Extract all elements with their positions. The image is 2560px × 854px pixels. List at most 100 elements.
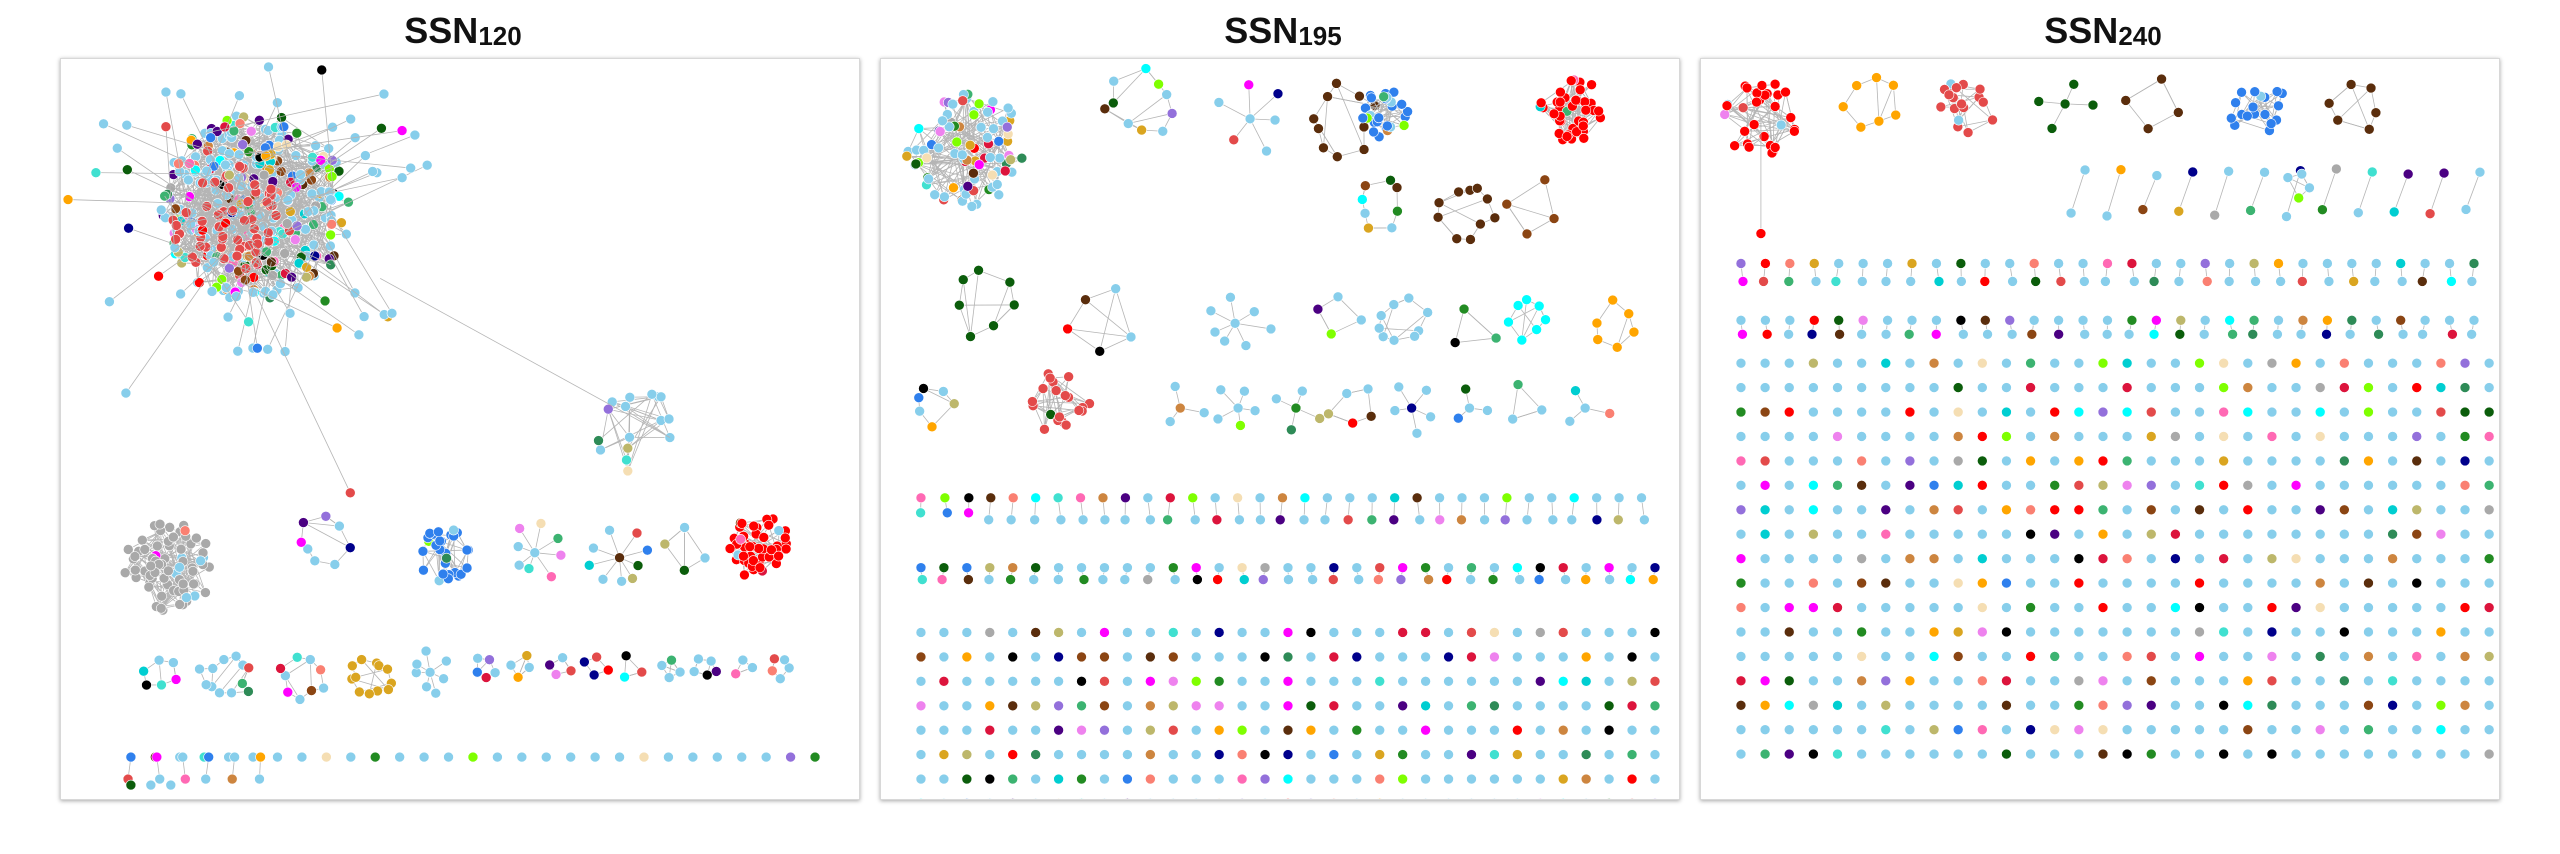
graph-node (1122, 651, 1133, 663)
graph-node (1880, 406, 1892, 418)
graph-node (1832, 431, 1843, 442)
graph-node (1987, 114, 1998, 126)
graph-node (529, 547, 541, 558)
graph-node (1332, 151, 1343, 162)
graph-node (1592, 334, 1604, 345)
graph-node (2170, 455, 2181, 467)
graph-node (1406, 402, 1417, 414)
graph-edge (303, 522, 340, 527)
graph-node (310, 140, 321, 151)
graph-edge (274, 240, 389, 318)
graph-node (354, 686, 365, 698)
graph-node (1580, 574, 1591, 585)
graph-edge (2465, 171, 2481, 210)
graph-edge (1218, 102, 1251, 120)
graph-node (2242, 553, 2254, 564)
graph-node (1443, 749, 1454, 760)
graph-node (418, 751, 430, 763)
graph-node (2170, 699, 2181, 711)
graph-node (1928, 748, 1940, 760)
graph-node (2049, 651, 2061, 662)
graph-node (1328, 651, 1340, 663)
graph-node (1236, 724, 1248, 736)
graph-node (555, 549, 567, 561)
graph-node (1783, 328, 1794, 340)
graph-node (748, 520, 760, 532)
graph-node (2049, 455, 2061, 467)
graph-edge (427, 537, 468, 551)
graph-node (991, 179, 1003, 190)
graph-node (1904, 357, 1916, 369)
graph-node (1099, 700, 1110, 712)
graph-node (1580, 773, 1592, 785)
graph-node (156, 679, 167, 691)
graph-node (170, 674, 182, 685)
graph-node (1557, 627, 1569, 638)
graph-node (1808, 406, 1819, 418)
graph-node (232, 345, 244, 357)
graph-node (1423, 574, 1434, 585)
graph-node (2411, 382, 2423, 393)
graph-node (1856, 480, 1867, 491)
graph-node (1856, 626, 1867, 638)
graph-node (1259, 773, 1271, 785)
graph-node (2001, 480, 2012, 491)
graph-node (1904, 528, 1916, 540)
graph-node (2151, 258, 2162, 269)
graph-node (1808, 626, 1819, 638)
graph-node (2446, 276, 2457, 287)
graph-node (1977, 699, 1988, 711)
graph-node (1832, 357, 1843, 369)
graph-node (1456, 492, 1468, 504)
graph-edge (1331, 319, 1362, 335)
graph-node (1236, 627, 1248, 638)
graph-node (2170, 357, 2181, 369)
graph-node (2142, 123, 2154, 134)
graph-node (111, 142, 123, 154)
graph-node (1464, 402, 1475, 414)
graph-node (2370, 107, 2382, 119)
graph-node (1354, 90, 1365, 102)
graph-edge (2142, 175, 2158, 210)
graph-node (160, 86, 172, 98)
graph-node (2266, 480, 2278, 491)
graph-node (2266, 699, 2278, 711)
graph-node (2466, 328, 2477, 340)
graph-node (1328, 700, 1340, 712)
graph-edge (627, 394, 653, 472)
graph-node (443, 751, 454, 763)
graph-node (1213, 562, 1225, 573)
graph-edge (962, 279, 971, 337)
graph-node (2314, 699, 2326, 711)
graph-node (1977, 96, 1989, 108)
graph-node (1366, 492, 1378, 504)
graph-node (2097, 748, 2109, 760)
graph-node (2102, 315, 2113, 326)
graph-edge (2125, 100, 2149, 129)
graph-node (336, 217, 347, 228)
graph-node (1555, 86, 1566, 98)
graph-node (1977, 626, 1988, 638)
graph-node (2121, 357, 2133, 369)
graph-node (1880, 480, 1892, 491)
graph-node (2097, 504, 2109, 516)
graph-node (2290, 406, 2302, 418)
graph-node (1213, 700, 1225, 712)
graph-node (2297, 258, 2309, 269)
graph-node (1832, 553, 1843, 564)
graph-node (2363, 357, 2374, 369)
graph-node (2387, 602, 2398, 613)
graph-node (2266, 553, 2278, 564)
graph-node (1952, 675, 1964, 687)
graph-node (1808, 528, 1819, 540)
graph-node (915, 492, 927, 504)
graph-node (1265, 323, 1277, 335)
graph-node (1136, 124, 1147, 136)
graph-node (1342, 514, 1354, 526)
graph-node (730, 668, 741, 680)
graph-node (2272, 328, 2283, 340)
graph-edge (1521, 299, 1528, 341)
graph-node (2290, 357, 2302, 369)
graph-node (2290, 577, 2302, 589)
graph-node (231, 250, 243, 262)
